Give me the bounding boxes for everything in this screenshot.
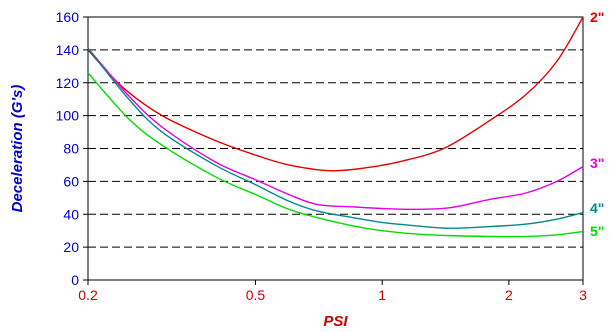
series-label-3: 4": [590, 200, 604, 216]
series-line-4: [87, 72, 584, 238]
x-tick-label: 0.2: [78, 287, 98, 303]
series-line-2: [87, 47, 584, 211]
series-line-1: [87, 16, 584, 172]
y-tick-label: 0: [71, 272, 79, 288]
series-label-2: 3": [590, 155, 604, 171]
x-tick-label: 2: [505, 287, 513, 303]
x-axis-label: PSI: [323, 313, 348, 330]
y-tick-label: 40: [63, 206, 79, 222]
x-tick-label: 0.5: [246, 287, 266, 303]
x-axis-ticks: 0.2 0.5 1 2 3: [78, 280, 587, 303]
series-label-1: 2": [590, 9, 604, 25]
series-label-4: 5": [590, 223, 604, 239]
y-tick-label: 80: [63, 141, 79, 157]
y-tick-label: 20: [63, 239, 79, 255]
y-axis-label: Deceleration (G's): [9, 85, 26, 213]
series-labels: 2" 3" 4" 5": [590, 9, 604, 239]
x-tick-label: 1: [378, 287, 386, 303]
y-tick-label: 60: [63, 173, 79, 189]
y-tick-label: 160: [56, 9, 80, 25]
y-axis-ticks: 0 20 40 60 80 100 120 140 160: [56, 9, 88, 288]
series-line-3: [87, 47, 584, 229]
y-tick-label: 120: [56, 75, 80, 91]
y-tick-label: 140: [56, 42, 80, 58]
series-lines: [87, 16, 584, 238]
y-tick-label: 100: [56, 108, 80, 124]
x-tick-label: 3: [579, 287, 587, 303]
gridlines: [88, 49, 583, 248]
